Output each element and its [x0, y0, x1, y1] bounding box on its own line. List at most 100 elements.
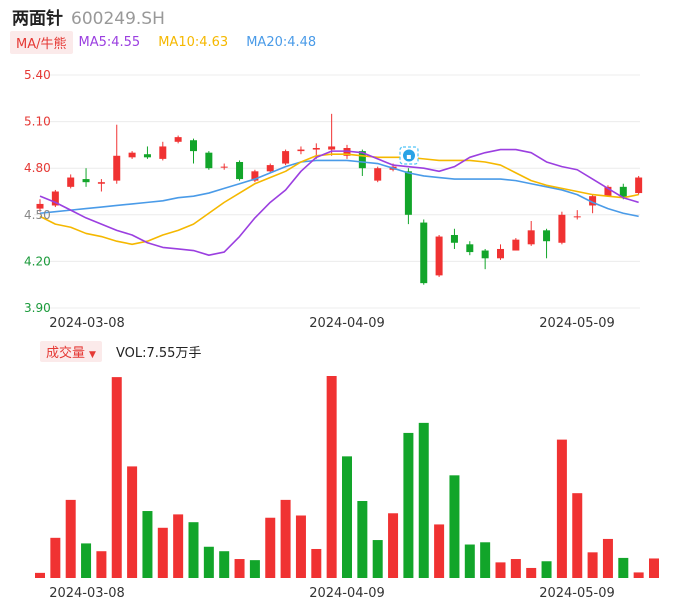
- y-tick-label: 4.80: [24, 161, 51, 175]
- ma5-legend: MA5:4.55: [78, 34, 141, 50]
- ma5-line: [39, 148, 639, 256]
- candle-body: [635, 177, 643, 194]
- candle-body: [558, 214, 566, 243]
- candle: [512, 238, 520, 251]
- volume-legend: 成交量 ▼ VOL:7.55万手: [40, 340, 201, 362]
- candle: [328, 113, 336, 156]
- candle-body: [589, 196, 597, 206]
- volume-bar: [449, 475, 460, 578]
- candle: [190, 138, 197, 164]
- volume-bar: [81, 543, 92, 578]
- candle: [205, 151, 213, 170]
- candle: [619, 183, 627, 200]
- volume-bar: [464, 544, 475, 578]
- x-tick-label: 2024-04-09: [309, 316, 385, 331]
- stock-name: 两面针: [12, 9, 63, 29]
- moving-average-lines: [39, 148, 639, 256]
- volume-x-tick-label: 2024-03-08: [49, 586, 125, 601]
- candle: [266, 163, 274, 173]
- y-tick-label: 5.10: [24, 115, 51, 129]
- volume-date-axis: 2024-03-08 2024-04-09 2024-05-09: [49, 586, 615, 601]
- volume-bar: [342, 456, 352, 578]
- volume-bar: [50, 537, 61, 578]
- candle-body: [420, 222, 428, 284]
- candle-body: [236, 161, 244, 180]
- volume-bar: [480, 542, 491, 578]
- candle-body: [143, 154, 151, 158]
- volume-bar: [434, 524, 445, 578]
- volume-bar: [372, 540, 383, 578]
- volume-bar: [35, 572, 45, 578]
- volume-bar: [495, 562, 506, 578]
- candle: [143, 146, 151, 159]
- volume-bar: [127, 466, 138, 578]
- ma10-line: [39, 153, 639, 246]
- candle-body: [220, 166, 228, 168]
- volume-bar: [633, 572, 644, 578]
- candle: [558, 211, 566, 245]
- volume-bar: [142, 511, 153, 578]
- candle: [604, 185, 612, 197]
- candle-body: [328, 146, 336, 150]
- volume-bar: [602, 538, 613, 578]
- candle-body: [159, 146, 167, 159]
- candle: [67, 174, 75, 189]
- candle: [36, 199, 44, 212]
- candle-body: [481, 250, 489, 259]
- ma20-legend: MA20:4.48: [246, 34, 317, 50]
- candle: [481, 248, 489, 270]
- volume-bar: [418, 422, 429, 578]
- candle-body: [36, 203, 44, 209]
- candle: [282, 149, 290, 166]
- candle-body: [312, 148, 320, 150]
- volume-bars: [35, 376, 659, 578]
- volume-bar: [572, 493, 583, 578]
- candle: [128, 151, 136, 159]
- volume-bar: [403, 432, 414, 578]
- candle-body: [297, 149, 305, 152]
- candle-body: [128, 152, 136, 158]
- candle-body: [97, 182, 105, 184]
- candle-body: [604, 186, 612, 197]
- candle: [220, 163, 228, 170]
- volume-bar: [265, 517, 276, 578]
- ma20-line: [39, 159, 639, 218]
- ma-selector-button[interactable]: MA/牛熊: [10, 30, 73, 54]
- candle: [543, 228, 551, 259]
- candle-body: [450, 234, 458, 243]
- y-tick-label: 4.50: [24, 208, 51, 222]
- candle-body: [174, 137, 182, 142]
- volume-x-tick-label: 2024-04-09: [309, 586, 385, 601]
- candle: [635, 175, 643, 195]
- caret-down-icon: ▼: [89, 349, 96, 360]
- candle: [374, 166, 382, 183]
- stock-code: 600249.SH: [71, 9, 165, 29]
- candle: [527, 221, 535, 246]
- volume-bar: [526, 567, 537, 578]
- volume-bar: [96, 551, 107, 578]
- x-tick-label: 2024-03-08: [49, 316, 125, 331]
- candle-body: [67, 177, 75, 187]
- candle-body: [282, 151, 290, 164]
- candle-body: [190, 140, 197, 152]
- volume-bar: [249, 560, 260, 578]
- candle: [435, 234, 443, 277]
- volume-bar: [510, 559, 521, 578]
- candle-body: [404, 171, 412, 215]
- volume-selector-button[interactable]: 成交量 ▼: [40, 340, 102, 362]
- volume-bar: [326, 376, 337, 578]
- candle-body: [543, 230, 551, 242]
- volume-bar: [357, 500, 368, 578]
- x-tick-label: 2024-05-09: [539, 316, 615, 331]
- volume-bar: [295, 515, 306, 578]
- candle: [174, 135, 182, 144]
- candle: [466, 241, 474, 256]
- volume-bar: [111, 377, 122, 578]
- candle-body: [205, 152, 213, 169]
- candle: [420, 219, 428, 285]
- event-marker-icon[interactable]: ▪: [399, 146, 419, 165]
- candle: [113, 124, 121, 184]
- volume-bar: [188, 522, 199, 578]
- volume-bar: [157, 527, 168, 578]
